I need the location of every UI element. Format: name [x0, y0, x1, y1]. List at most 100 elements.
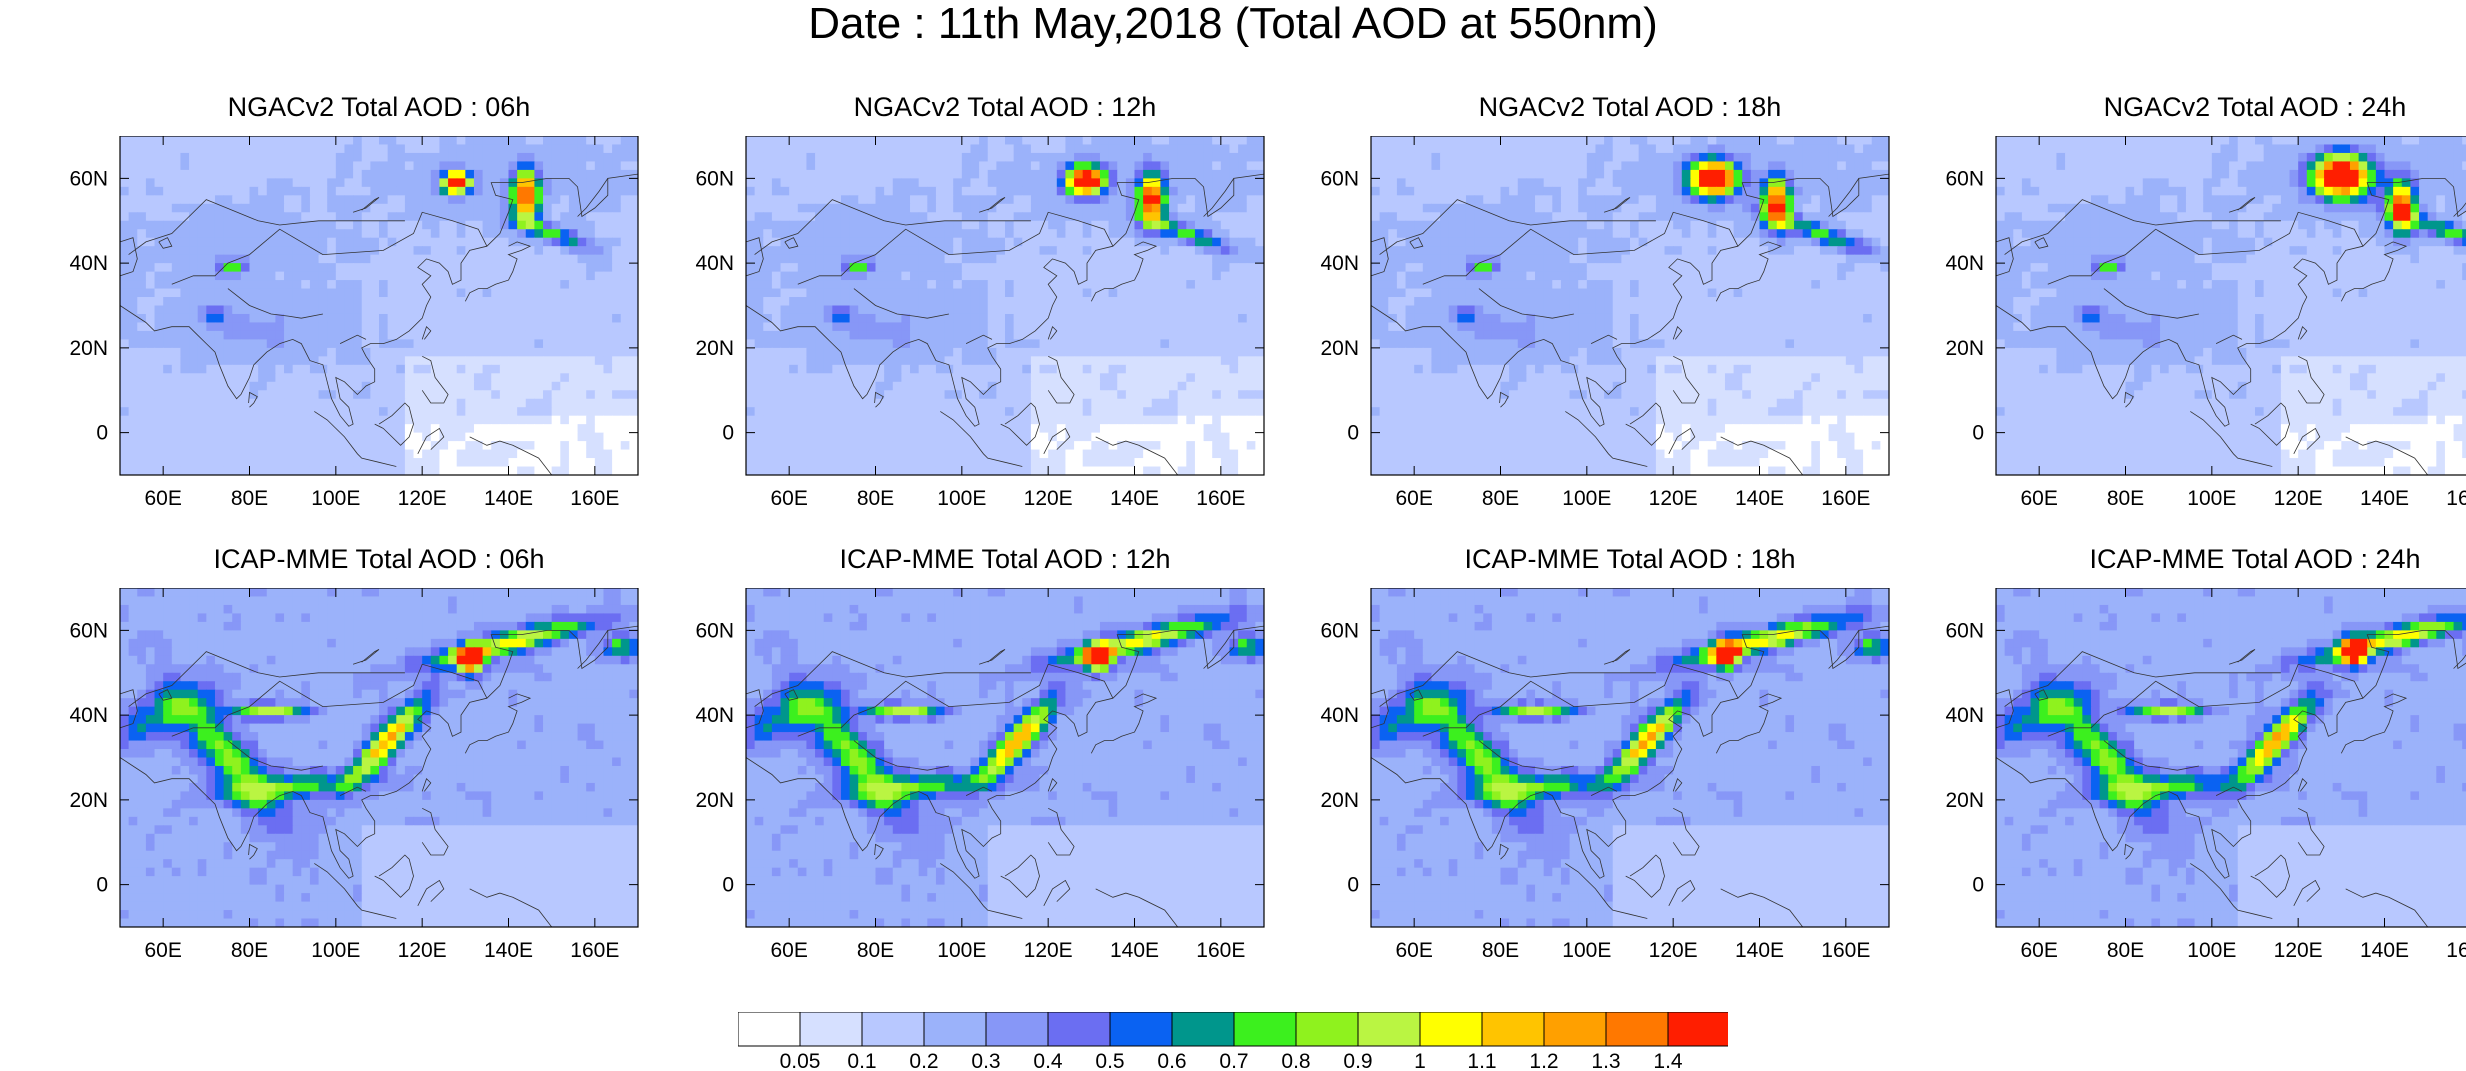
aod-cell	[1169, 280, 1179, 290]
aod-cell	[866, 330, 877, 340]
aod-cell	[1143, 398, 1153, 408]
aod-cell	[163, 169, 173, 179]
aod-cell	[206, 466, 216, 475]
aod-cell	[137, 466, 147, 475]
aod-cell	[1143, 305, 1153, 315]
aod-cell	[206, 212, 216, 222]
aod-cell	[1117, 297, 1127, 307]
aod-cell	[612, 237, 622, 247]
aod-cell	[1203, 415, 1213, 425]
aod-cell	[603, 432, 613, 442]
aod-cell	[379, 432, 389, 442]
aod-cell	[910, 195, 920, 205]
aod-cell	[1030, 305, 1041, 315]
aod-cell	[413, 288, 423, 298]
aod-cell	[180, 415, 190, 425]
aod-cell	[918, 364, 928, 374]
aod-cell	[344, 212, 354, 222]
aod-cell	[1013, 424, 1023, 434]
aod-cell	[612, 144, 622, 154]
aod-cell	[1108, 441, 1118, 451]
aod-cell	[944, 339, 954, 349]
aod-cell	[1160, 280, 1170, 290]
aod-cell	[163, 271, 173, 281]
aod-cell	[935, 237, 946, 247]
aod-cell	[1229, 407, 1239, 417]
aod-cell	[413, 322, 423, 332]
aod-cell	[171, 220, 182, 230]
aod-cell	[473, 322, 484, 332]
aod-cell	[534, 271, 544, 281]
aod-cell	[594, 313, 605, 324]
aod-cell	[335, 364, 346, 374]
aod-cell	[823, 449, 833, 459]
aod-cell	[858, 415, 868, 425]
aod-cell	[771, 297, 782, 307]
aod-cell	[1125, 297, 1136, 307]
aod-cell	[620, 356, 630, 366]
aod-cell	[1255, 186, 1264, 196]
aod-cell	[1151, 254, 1161, 264]
aod-cell	[1005, 220, 1015, 230]
aod-cell	[396, 347, 406, 357]
aod-cell	[1117, 424, 1127, 434]
aod-cell	[396, 305, 406, 315]
aod-cell	[1082, 407, 1092, 417]
aod-cell	[206, 203, 216, 213]
aod-cell	[473, 169, 484, 179]
aod-cell	[534, 313, 544, 324]
aod-cell	[629, 415, 638, 425]
aod-cell	[1238, 246, 1248, 256]
aod-cell	[1143, 415, 1153, 425]
aod-cell	[832, 322, 842, 332]
aod-cell	[413, 186, 423, 196]
aod-cell	[780, 169, 790, 179]
aod-cell	[292, 347, 302, 357]
aod-cell	[344, 220, 354, 230]
aod-cell	[258, 373, 268, 383]
aod-cell	[499, 322, 510, 332]
aod-cell	[1048, 288, 1058, 298]
aod-cell	[1056, 415, 1067, 425]
aod-cell	[979, 297, 989, 307]
aod-cell	[1638, 136, 1648, 146]
aod-cell	[806, 195, 816, 205]
aod-cell	[771, 229, 782, 239]
aod-cell	[422, 424, 432, 434]
aod-cell	[171, 390, 182, 400]
aod-cell	[171, 424, 182, 434]
aod-cell	[189, 356, 199, 366]
aod-cell	[620, 297, 630, 307]
aod-cell	[1212, 195, 1222, 205]
aod-cell	[266, 161, 276, 171]
aod-cell	[249, 229, 259, 239]
aod-cell	[266, 407, 276, 417]
aod-cell	[396, 178, 406, 188]
aod-cell	[379, 449, 389, 459]
aod-cell	[560, 288, 570, 298]
aod-cell	[344, 152, 354, 163]
aod-cell	[387, 424, 397, 434]
aod-cell	[1194, 297, 1205, 307]
aod-cell	[1108, 424, 1118, 434]
aod-cell	[1186, 330, 1196, 340]
aod-cell	[1143, 364, 1153, 374]
aod-cell	[1091, 322, 1101, 332]
aod-cell	[327, 441, 337, 451]
aod-cell	[1082, 144, 1092, 154]
aod-cell	[953, 161, 963, 171]
aod-cell	[806, 152, 816, 163]
aod-cell	[1108, 356, 1118, 366]
aod-cell	[875, 297, 885, 307]
aod-cell	[754, 441, 764, 451]
aod-cell	[1056, 144, 1067, 154]
aod-cell	[875, 263, 885, 273]
aod-cell	[387, 212, 397, 222]
aod-cell	[361, 212, 371, 222]
aod-cell	[953, 186, 963, 196]
aod-cell	[335, 169, 346, 179]
aod-cell	[180, 246, 190, 256]
aod-cell	[120, 390, 130, 400]
aod-cell	[1238, 254, 1248, 264]
aod-cell	[327, 407, 337, 417]
